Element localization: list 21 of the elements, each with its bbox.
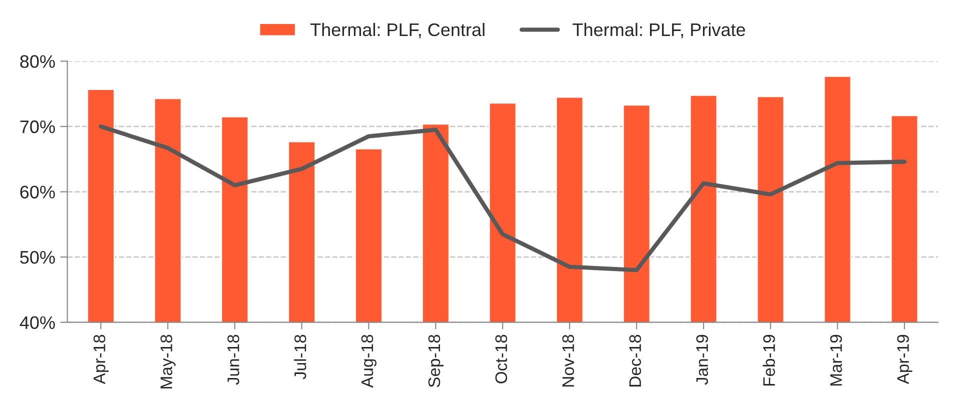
x-tick-label: Feb-19 [762,334,775,386]
x-tick-label: Apr-18 [93,334,109,384]
x-tick-label: May-18 [160,334,176,388]
y-tick-label: 80% [20,55,55,68]
x-tick-label: Jul-18 [294,334,306,380]
y-tick-label: 50% [20,250,55,264]
x-tick-label: Mar-19 [830,334,842,386]
y-tick-label: 40% [20,316,55,330]
x-tick-label: Nov-18 [562,334,574,386]
x-tick-label: Jun-18 [227,334,240,385]
y-tick-label: 70% [20,120,55,134]
legend-label: Thermal: PLF, Private [572,22,746,38]
x-tick-label: Oct-18 [495,334,508,384]
legend-label: Thermal: PLF, Central [310,22,484,38]
x-tick-label: Jan-19 [696,334,708,385]
x-tick-label: Sep-18 [428,334,444,388]
y-tick-label: 60% [20,186,55,198]
x-tick-label: Aug-18 [361,334,376,388]
x-tick-label: Dec-18 [629,334,642,386]
x-tick-label: Apr-19 [897,334,912,384]
line-series [98,124,907,272]
